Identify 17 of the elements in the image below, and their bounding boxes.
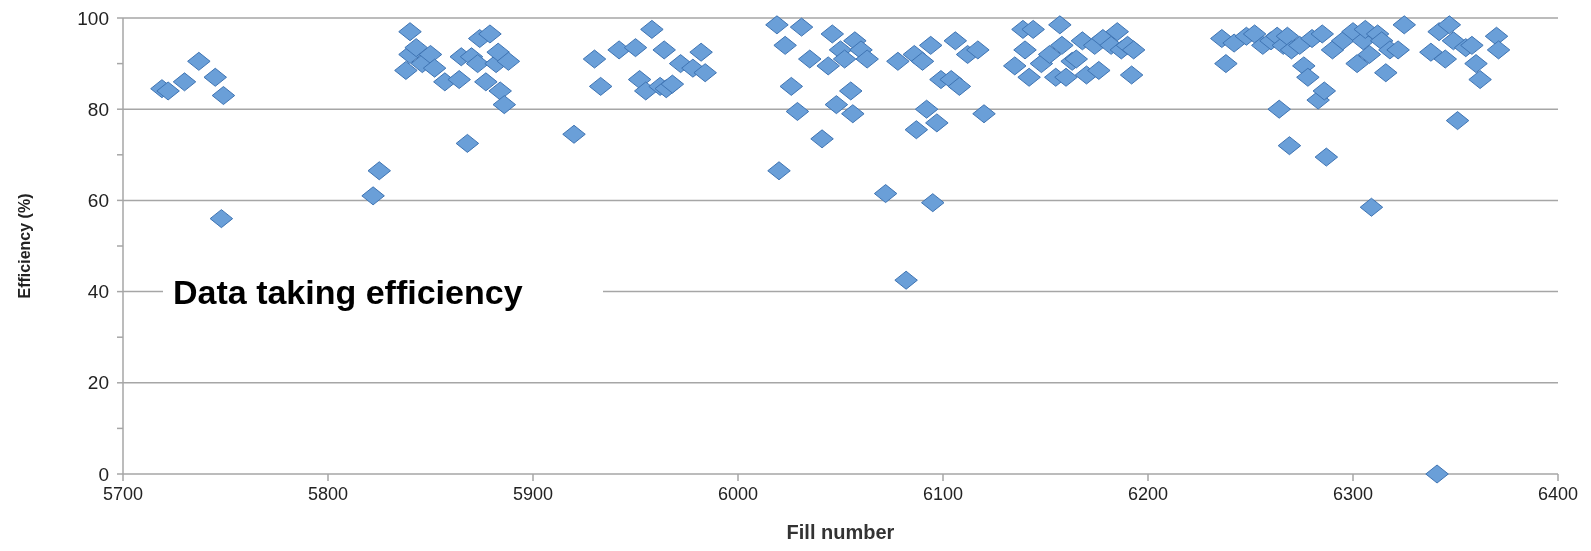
x-tick-label: 6300 xyxy=(1332,484,1374,504)
y-tick-label: 40 xyxy=(87,281,109,303)
x-tick-label: 5700 xyxy=(102,484,144,504)
x-tick-label: 5800 xyxy=(307,484,349,504)
annotation: Data taking efficiency xyxy=(173,272,523,311)
y-tick-label: 60 xyxy=(87,190,109,212)
x-tick-label: 6000 xyxy=(717,484,759,504)
y-tick-label: 20 xyxy=(87,372,109,394)
x-axis-title: Fill number xyxy=(786,521,895,543)
y-tick-label: 0 xyxy=(98,463,109,485)
y-tick-label: 80 xyxy=(87,98,109,120)
x-tick-label: 6400 xyxy=(1537,484,1579,504)
x-tick-label: 6200 xyxy=(1127,484,1169,504)
x-tick-label: 6100 xyxy=(922,484,964,504)
y-tick-label: 100 xyxy=(77,7,109,29)
x-tick-label: 5900 xyxy=(512,484,554,504)
y-axis-title: Efficiency (%) xyxy=(16,193,33,299)
